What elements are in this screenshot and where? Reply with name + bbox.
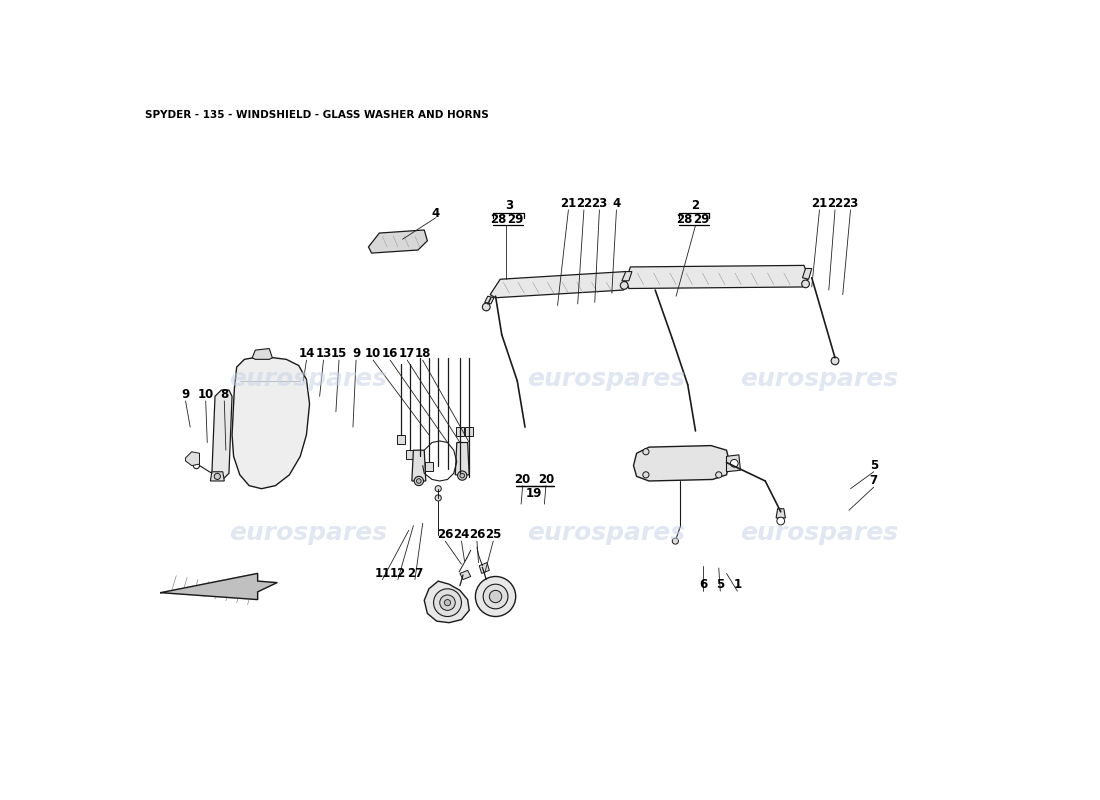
Circle shape [214,474,220,479]
Circle shape [716,472,722,478]
Polygon shape [416,456,424,466]
Circle shape [444,599,451,606]
Circle shape [483,303,491,311]
Text: 28: 28 [490,213,506,226]
Text: 25: 25 [485,529,502,542]
Text: 14: 14 [298,347,315,361]
Polygon shape [803,269,812,279]
Polygon shape [406,450,415,459]
Polygon shape [491,271,631,298]
Circle shape [440,595,455,610]
Polygon shape [186,452,199,466]
Polygon shape [455,442,470,475]
Circle shape [194,462,199,469]
Text: 22: 22 [827,198,843,210]
Text: 5: 5 [716,578,725,591]
Polygon shape [726,455,740,472]
Text: SPYDER - 135 - WINDSHIELD - GLASS WASHER AND HORNS: SPYDER - 135 - WINDSHIELD - GLASS WASHER… [145,110,490,120]
Polygon shape [425,462,432,471]
Polygon shape [634,446,729,481]
Circle shape [433,589,462,617]
Text: eurospares: eurospares [527,367,685,391]
Circle shape [475,577,516,617]
Polygon shape [411,450,426,481]
Circle shape [730,459,738,467]
Circle shape [642,449,649,455]
Circle shape [672,538,679,544]
Circle shape [436,486,441,492]
Text: 17: 17 [399,347,416,361]
Text: 27: 27 [407,567,424,580]
Text: 11: 11 [374,567,390,580]
Polygon shape [161,574,277,599]
Text: 26: 26 [469,529,485,542]
Text: 28: 28 [676,213,693,226]
Text: 7: 7 [870,474,878,487]
Circle shape [458,471,466,480]
Text: 22: 22 [575,198,592,210]
Text: 12: 12 [389,567,406,580]
Text: 21: 21 [812,198,827,210]
Text: 8: 8 [220,388,229,402]
Circle shape [832,357,839,365]
Circle shape [490,590,502,602]
Text: 24: 24 [453,529,470,542]
Circle shape [620,282,628,290]
Circle shape [415,476,424,486]
Polygon shape [621,271,631,281]
Polygon shape [397,435,405,444]
Text: 3: 3 [505,199,514,212]
Polygon shape [485,296,494,304]
Circle shape [460,474,464,478]
Polygon shape [252,349,273,359]
Circle shape [642,472,649,478]
Text: 19: 19 [526,487,542,500]
Text: 9: 9 [352,347,360,361]
Circle shape [802,280,810,288]
Polygon shape [480,562,490,574]
Polygon shape [212,390,232,479]
Text: 20: 20 [538,473,554,486]
Text: eurospares: eurospares [229,522,387,546]
Text: 29: 29 [507,213,524,226]
Polygon shape [210,472,224,481]
Text: 1: 1 [734,578,741,591]
Polygon shape [368,230,427,253]
Text: 4: 4 [431,206,440,219]
Text: 10: 10 [365,347,382,361]
Circle shape [483,584,508,609]
Text: 18: 18 [415,347,431,361]
Text: eurospares: eurospares [740,367,899,391]
Text: 16: 16 [382,347,398,361]
Text: 4: 4 [613,198,620,210]
Text: 29: 29 [693,213,710,226]
Text: eurospares: eurospares [527,522,685,546]
Text: eurospares: eurospares [229,367,387,391]
Polygon shape [777,509,785,518]
Text: 9: 9 [182,388,189,402]
Text: 13: 13 [316,347,331,361]
Circle shape [436,495,441,501]
Text: 21: 21 [560,198,576,210]
Polygon shape [456,427,464,436]
Polygon shape [465,427,473,436]
Text: eurospares: eurospares [740,522,899,546]
Text: 26: 26 [437,529,453,542]
Text: 23: 23 [592,198,607,210]
Text: 10: 10 [198,388,213,402]
Text: 2: 2 [692,199,700,212]
Circle shape [777,517,784,525]
Circle shape [417,478,421,483]
Text: 6: 6 [700,578,707,591]
Polygon shape [425,581,470,622]
Text: 23: 23 [843,198,859,210]
Text: 5: 5 [870,459,878,472]
Text: 15: 15 [331,347,348,361]
Polygon shape [460,570,471,579]
Polygon shape [626,266,808,289]
Polygon shape [232,356,309,489]
Text: 20: 20 [515,473,531,486]
